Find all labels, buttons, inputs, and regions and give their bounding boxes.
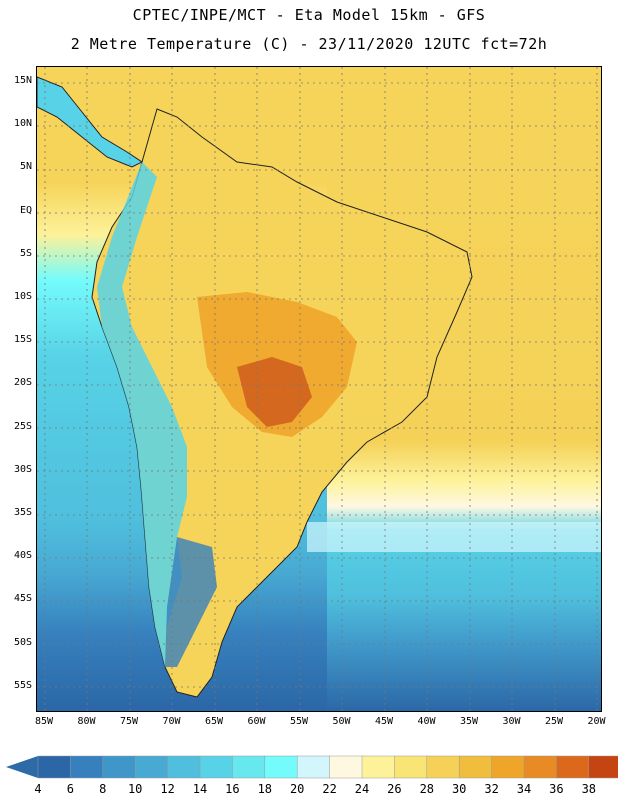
lat-label: 30S <box>13 463 32 475</box>
lon-label: 60W <box>247 716 266 727</box>
lon-label: 65W <box>204 716 224 727</box>
lon-label: 45W <box>374 716 394 727</box>
colorbar-swatch <box>134 755 169 779</box>
central-america-land <box>37 76 143 168</box>
lat-label: 40S <box>13 550 32 562</box>
colorbar-swatch <box>37 755 72 779</box>
colorbar-tick-label: 36 <box>549 782 564 796</box>
lon-label: 55W <box>289 716 309 727</box>
colorbar-tick-label: 22 <box>322 782 337 796</box>
colorbar-swatch <box>167 755 201 779</box>
colorbar-tick-label: 6 <box>66 782 74 796</box>
colorbar-swatch <box>458 755 493 779</box>
lon-label: 85W <box>34 716 54 727</box>
lat-label: 50S <box>13 636 32 648</box>
colorbar-swatch <box>199 755 234 779</box>
colorbar-tick-label: 4 <box>34 782 42 796</box>
lat-label: 15N <box>13 75 32 86</box>
colorbar-tick-label: 12 <box>160 782 175 796</box>
lat-label: 15S <box>13 334 32 346</box>
colorbar-tick-label: 20 <box>289 782 305 796</box>
lat-label: 5N <box>19 161 32 173</box>
colorbar-tick-label: 30 <box>451 782 467 796</box>
lat-label: 25S <box>13 420 32 432</box>
lon-label: 70W <box>162 716 181 727</box>
colorbar-swatch <box>296 755 331 779</box>
lon-label: 50W <box>332 716 351 727</box>
colorbar-tick-label: 14 <box>192 782 208 796</box>
colorbar-tick-label: 32 <box>484 782 499 796</box>
lon-label: 40W <box>417 716 436 727</box>
andes-cool-strip <box>97 162 187 667</box>
colorbar-swatch <box>394 755 428 779</box>
lon-label: 20W <box>587 716 606 727</box>
lon-label: 80W <box>77 716 96 727</box>
lat-label: 55S <box>13 679 32 691</box>
colorbar-tick-label: 10 <box>127 782 143 796</box>
lon-label: 35W <box>459 716 479 727</box>
atlantic-cool-band <box>307 522 601 552</box>
colorbar-swatch <box>102 755 136 779</box>
map-subtitle: 2 Metre Temperature (C) - 23/11/2020 12U… <box>70 35 548 53</box>
colorbar <box>6 755 618 779</box>
lon-label: 75W <box>119 716 139 727</box>
lat-label: 10S <box>13 291 32 302</box>
colorbar-tick-label: 34 <box>516 782 532 796</box>
lat-label: 45S <box>13 593 32 605</box>
colorbar-tick-label: 24 <box>354 782 370 796</box>
lat-label: 5S <box>19 247 32 259</box>
colorbar-low-arrow <box>6 756 38 778</box>
colorbar-swatch <box>426 755 460 779</box>
colorbar-swatch <box>523 755 558 779</box>
colorbar-swatch <box>232 755 266 779</box>
lat-label: 35S <box>13 507 32 518</box>
colorbar-swatch <box>70 755 104 779</box>
patagonia-cold <box>165 537 217 667</box>
map-title: CPTEC/INPE/MCT - Eta Model 15km - GFS <box>132 6 486 24</box>
colorbar-swatch <box>556 755 590 779</box>
colorbar-tick-label: 16 <box>225 782 240 796</box>
colorbar-tick-label: 18 <box>257 782 273 796</box>
colorbar-swatch <box>264 755 298 779</box>
lat-label: EQ <box>19 204 32 216</box>
lat-label: 20S <box>13 377 32 389</box>
colorbar-swatch <box>491 755 525 779</box>
map-canvas <box>37 67 601 711</box>
colorbar-tick-label: 38 <box>581 782 597 796</box>
lon-label: 30W <box>502 716 521 727</box>
colorbar-tick-label: 28 <box>419 782 435 796</box>
temperature-map <box>36 66 602 712</box>
colorbar-swatch <box>588 755 618 779</box>
colorbar-swatch <box>329 755 363 779</box>
colorbar-swatch <box>361 755 396 779</box>
colorbar-tick-label: 26 <box>387 782 402 796</box>
graticule <box>37 67 601 711</box>
colorbar-tick-label: 8 <box>99 782 107 796</box>
lon-label: 25W <box>544 716 564 727</box>
very-hot-region <box>237 357 312 427</box>
lat-label: 10N <box>13 118 32 130</box>
